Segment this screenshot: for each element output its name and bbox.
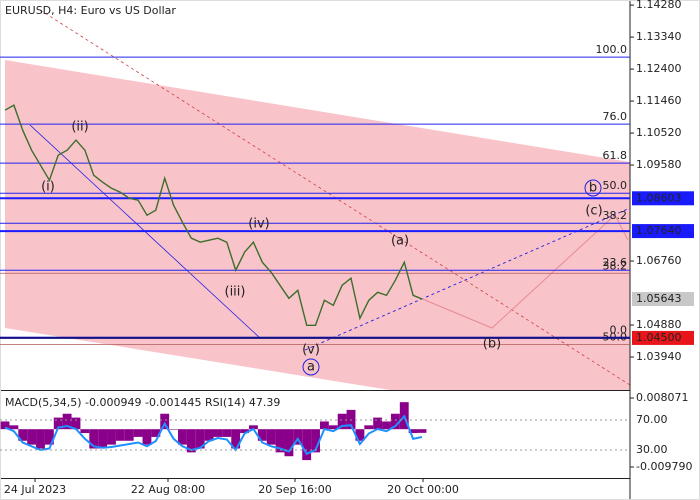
level-label-box [632, 292, 694, 307]
rsi-line [4, 414, 423, 456]
y-tick-label: 1.14280 [636, 0, 682, 11]
rsi-tick-label: 70.00 [636, 413, 668, 426]
macd-bar [169, 429, 179, 430]
macd-bar [178, 429, 187, 445]
macd-bar [151, 429, 161, 437]
wave-label: (ii) [71, 120, 88, 135]
y-tick-label: 1.06760 [636, 254, 682, 267]
macd-tick-label: 0.008071 [636, 391, 689, 404]
level-label-box [632, 224, 694, 239]
macd-bar [71, 417, 81, 430]
macd-bar [222, 429, 232, 437]
macd-bar [382, 421, 391, 430]
macd-bar [240, 429, 249, 434]
macd-bar [160, 413, 170, 430]
fib-label: 100.0 [596, 43, 628, 56]
chart-title: EURUSD, H4: Euro vs US Dollar [5, 4, 176, 17]
macd-bar [213, 429, 223, 437]
macd-bar [355, 429, 365, 441]
y-tick-label: 1.13340 [636, 30, 682, 43]
macd-bar [364, 425, 374, 430]
macd-bar [36, 429, 45, 449]
macd-bar [417, 429, 427, 433]
macd-bar [186, 429, 196, 453]
macd-tick-label: -0.009790 [636, 460, 692, 473]
wave-circle [302, 358, 320, 376]
macd-bar [337, 413, 347, 430]
macd-bar [302, 429, 312, 461]
y-tick-label: 1.03940 [636, 350, 682, 363]
y-tick-label: 1.10520 [636, 126, 682, 139]
level-label: 1.08603 [636, 191, 682, 204]
wave-label: (v) [302, 343, 320, 358]
macd-bar [18, 429, 28, 441]
wave-label: (b) [483, 337, 501, 352]
wave-label: a [307, 360, 315, 375]
y-tick-label: 1.12400 [636, 62, 682, 75]
fib-label: 0.0 [610, 323, 628, 336]
macd-bar [248, 425, 258, 430]
level-label: 1.07640 [636, 224, 682, 237]
projection-path [419, 214, 629, 329]
wave-label: (iv) [248, 217, 269, 232]
macd-bar [293, 429, 303, 445]
wave-label: (a) [391, 234, 409, 249]
x-tick-label: 20 Oct 00:00 [387, 483, 459, 496]
wave-label: (i) [41, 180, 55, 195]
level-label: 1.04500 [636, 331, 682, 344]
macd-bar [231, 429, 241, 449]
fib-label: 76.0 [603, 110, 628, 123]
macd-bar [9, 425, 19, 430]
fib-label-secondary: 50.0 [603, 330, 628, 343]
macd-bar [53, 417, 63, 430]
macd-bar [204, 429, 214, 441]
y-tick-label: 1.09580 [636, 158, 682, 171]
wave-circle [584, 179, 602, 197]
macd-bar [257, 429, 267, 441]
macd-bar [390, 413, 400, 430]
macd-bar [124, 429, 134, 441]
price-line [4, 104, 423, 326]
wave-label: b [589, 181, 597, 196]
macd-bar [195, 429, 205, 449]
fib-label: 23.6 [603, 256, 628, 269]
macd-bar [311, 429, 320, 453]
rsi-tick-label: 30.00 [636, 443, 668, 456]
macd-bar [27, 429, 37, 445]
level-label: 1.05643 [636, 292, 682, 305]
macd-bar [62, 413, 72, 430]
indicator-title: MACD(5,34,5) -0.000949 -0.001445 RSI(14)… [5, 396, 280, 409]
fib-label: 61.8 [603, 149, 628, 162]
x-tick-label: 20 Sep 16:00 [258, 483, 331, 496]
fib-label-secondary: 38.2 [603, 259, 628, 272]
macd-bar [275, 429, 285, 453]
macd-bar [142, 429, 152, 445]
macd-bar [266, 429, 276, 445]
macd-bar [328, 425, 338, 430]
macd-bar [107, 429, 116, 445]
macd-bar [80, 429, 90, 434]
level-label-box [632, 330, 694, 345]
macd-bar [0, 421, 10, 430]
x-tick-label: 24 Jul 2023 [4, 483, 66, 496]
macd-bar [98, 429, 108, 449]
macd-bar [284, 429, 294, 457]
macd-bar [44, 429, 54, 445]
fib-label: 50.0 [603, 179, 628, 192]
level-label-box [632, 191, 694, 206]
y-tick-label: 1.04880 [636, 318, 682, 331]
macd-bar [89, 429, 99, 449]
macd-bar [319, 421, 329, 430]
y-tick-label: 1.11460 [636, 94, 682, 107]
x-tick-label: 22 Aug 08:00 [131, 483, 205, 496]
price-channel [5, 60, 630, 390]
wave-label: (c) [585, 204, 602, 219]
macd-bar [408, 429, 418, 434]
macd-bar [133, 429, 143, 437]
fib-label: 38.2 [603, 209, 628, 222]
macd-bar [115, 429, 125, 441]
wave-label: (iii) [225, 285, 246, 300]
macd-bar [373, 417, 383, 430]
